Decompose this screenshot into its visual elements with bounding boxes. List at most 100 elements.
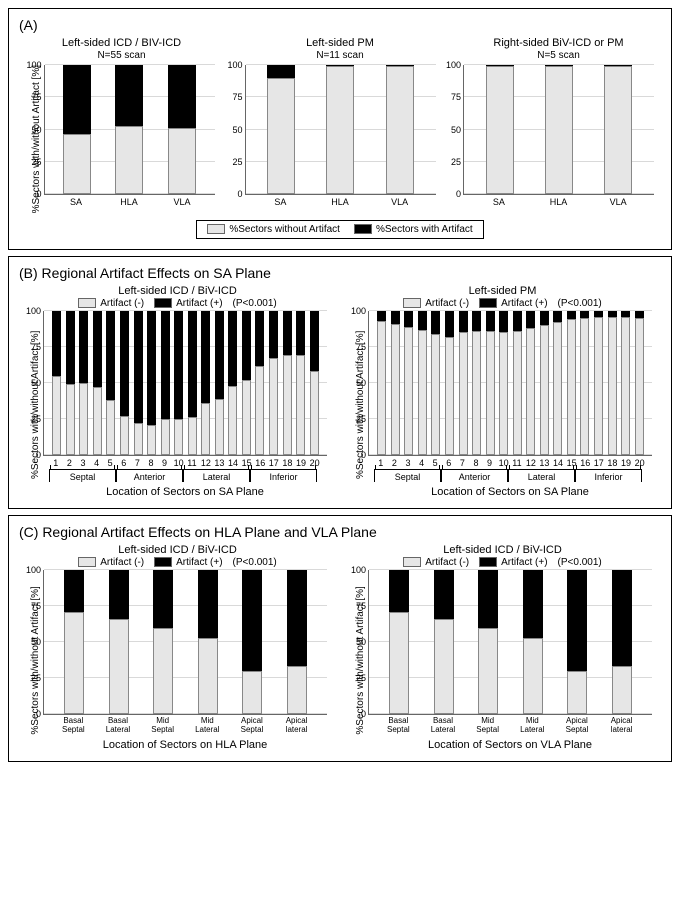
bar-segment-without	[296, 355, 305, 454]
x-tick: MidLateral	[186, 717, 228, 735]
bar-segment-without	[545, 66, 573, 194]
bar	[326, 65, 354, 194]
y-axis-label: %Sectors with/without Artifact [%]	[28, 570, 43, 751]
panel-a-charts: Left-sided ICD / BIV-ICDN=55 scan%Sector…	[19, 37, 661, 214]
bar	[52, 311, 61, 455]
bar-segment-with	[115, 65, 143, 126]
bar-segment-with	[120, 311, 129, 416]
bar-segment-without	[201, 403, 210, 455]
inline-legend: Artifact (-)Artifact (+)(P<0.001)	[403, 557, 602, 568]
x-tick: Apicallateral	[601, 717, 643, 735]
bar	[120, 311, 129, 455]
x-axis-label: Location of Sectors on HLA Plane	[43, 739, 327, 751]
x-tick: HLA	[115, 197, 143, 207]
y-axis-label: %Sectors with/without Artifact [%]	[353, 570, 368, 751]
region-label: Inferior	[250, 469, 317, 482]
bar	[66, 311, 75, 455]
x-tick: VLA	[168, 197, 196, 207]
chart-block: Left-sided ICD / BiV-ICDArtifact (-)Arti…	[19, 544, 336, 751]
panel-b: (B) Regional Artifact Effects on SA Plan…	[8, 256, 672, 509]
y-axis-label: %Sectors with/without Artifact [%]	[28, 311, 43, 498]
legend-neg: Artifact (-)	[425, 557, 469, 568]
bar-segment-with	[635, 311, 644, 318]
bar	[198, 570, 218, 714]
x-tick: ApicalSeptal	[556, 717, 598, 735]
bar-segment-without	[389, 612, 409, 714]
plot-grid: 0255075100	[43, 311, 327, 456]
bar-segment-with	[147, 311, 156, 425]
bar-segment-without	[434, 619, 454, 714]
bar-segment-with	[472, 311, 481, 331]
chart-area: %Sectors with/without Artifact [%]025507…	[353, 570, 652, 751]
bar-segment-without	[635, 318, 644, 455]
bar-segment-without	[540, 325, 549, 455]
bar-segment-without	[310, 371, 319, 455]
bar-segment-with	[93, 311, 102, 387]
bar	[567, 311, 576, 455]
bar-segment-with	[228, 311, 237, 386]
bar-segment-without	[267, 78, 295, 194]
chart-area: %Sectors with/without Artifact [%]025507…	[29, 65, 215, 213]
bar-segment-without	[472, 331, 481, 455]
bar-segment-without	[120, 416, 129, 455]
bar-segment-with	[540, 311, 549, 325]
bar-segment-without	[215, 399, 224, 455]
bar-segment-without	[621, 317, 630, 455]
legend-without-label: %Sectors without Artifact	[229, 224, 340, 235]
p-value: (P<0.001)	[233, 557, 277, 568]
bar-segment-without	[486, 66, 514, 194]
bar-segment-without	[242, 671, 262, 714]
bar-segment-with	[109, 570, 129, 619]
region-label: Lateral	[508, 469, 575, 482]
bar	[161, 311, 170, 455]
bar	[147, 311, 156, 455]
bar	[106, 311, 115, 455]
region-label: Anterior	[441, 469, 508, 482]
bar-segment-without	[478, 628, 498, 714]
panel-a-legend: %Sectors without Artifact %Sectors with …	[196, 220, 483, 239]
legend-pos: Artifact (+)	[501, 557, 547, 568]
bar-segment-with	[242, 570, 262, 671]
plot-grid: 0255075100	[368, 311, 652, 456]
bar-segment-without	[242, 380, 251, 455]
p-value: (P<0.001)	[233, 298, 277, 309]
bar	[242, 311, 251, 455]
bar-segment-with	[66, 311, 75, 384]
x-ticks: BasalSeptalBasalLateralMidSeptalMidLater…	[43, 717, 327, 735]
bar	[621, 311, 630, 455]
panel-a: (A) Left-sided ICD / BIV-ICDN=55 scan%Se…	[8, 8, 672, 250]
bar	[431, 311, 440, 455]
bar-segment-without	[64, 612, 84, 714]
x-tick: BasalSeptal	[377, 717, 419, 735]
bar	[608, 311, 617, 455]
bar-segment-with	[377, 311, 386, 321]
panel-b-charts: Left-sided ICD / BiV-ICDArtifact (-)Arti…	[19, 285, 661, 498]
bar	[486, 65, 514, 194]
bar-segment-without	[255, 366, 264, 455]
bar-segment-with	[287, 570, 307, 666]
inline-legend: Artifact (-)Artifact (+)(P<0.001)	[78, 557, 277, 568]
bar-segment-with	[459, 311, 468, 333]
bar-segment-with	[431, 311, 440, 334]
swatch-light-icon	[207, 224, 225, 234]
bar-segment-without	[604, 66, 632, 194]
chart-subtitle: N=55 scan	[97, 50, 145, 61]
bar	[267, 65, 295, 194]
x-tick: ApicalSeptal	[231, 717, 273, 735]
bar-segment-without	[431, 334, 440, 455]
bar-segment-with	[513, 311, 522, 331]
bar-segment-without	[594, 317, 603, 455]
bar-segment-with	[52, 311, 61, 376]
x-axis-label: Location of Sectors on VLA Plane	[368, 739, 652, 751]
swatch-light-icon	[403, 298, 421, 308]
bar-segment-without	[326, 66, 354, 194]
bar	[526, 311, 535, 455]
bar-segment-without	[269, 358, 278, 454]
bar-segment-with	[478, 570, 498, 628]
x-tick: HLA	[544, 197, 572, 207]
panel-b-label: (B) Regional Artifact Effects on SA Plan…	[19, 265, 661, 281]
bar-segment-without	[486, 331, 495, 455]
bar	[134, 311, 143, 455]
bar-segment-without	[523, 638, 543, 714]
bar-segment-without	[115, 126, 143, 194]
